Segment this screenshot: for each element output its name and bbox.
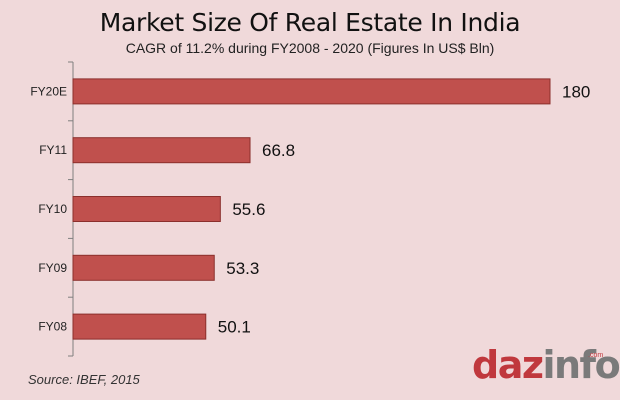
category-label: FY20E xyxy=(30,84,67,98)
value-label: 50.1 xyxy=(218,318,251,337)
bar-fy08 xyxy=(72,313,207,340)
source-note: Source: IBEF, 2015 xyxy=(28,372,140,387)
value-label: 180 xyxy=(562,82,590,101)
bar-fy20e xyxy=(72,78,551,105)
dazeinfo-logo: dazinfo xyxy=(472,343,620,387)
logo-part-1: daz xyxy=(472,343,544,387)
value-label: 66.8 xyxy=(262,141,295,160)
category-label: FY08 xyxy=(38,320,67,334)
bar-fy09 xyxy=(72,254,215,281)
category-label: FY10 xyxy=(38,202,67,216)
chart-title: Market Size Of Real Estate In India xyxy=(99,8,521,37)
value-label: 53.3 xyxy=(226,259,259,278)
chart-subtitle: CAGR of 11.2% during FY2008 - 2020 (Figu… xyxy=(125,40,495,56)
category-label: FY09 xyxy=(38,261,67,275)
value-label: 55.6 xyxy=(232,200,265,219)
bar-fy11 xyxy=(72,137,251,164)
bar-fy10 xyxy=(72,196,221,222)
category-label: FY11 xyxy=(39,143,67,157)
logo-suffix: .com xyxy=(588,352,604,359)
logo-part-2: info xyxy=(542,343,620,387)
